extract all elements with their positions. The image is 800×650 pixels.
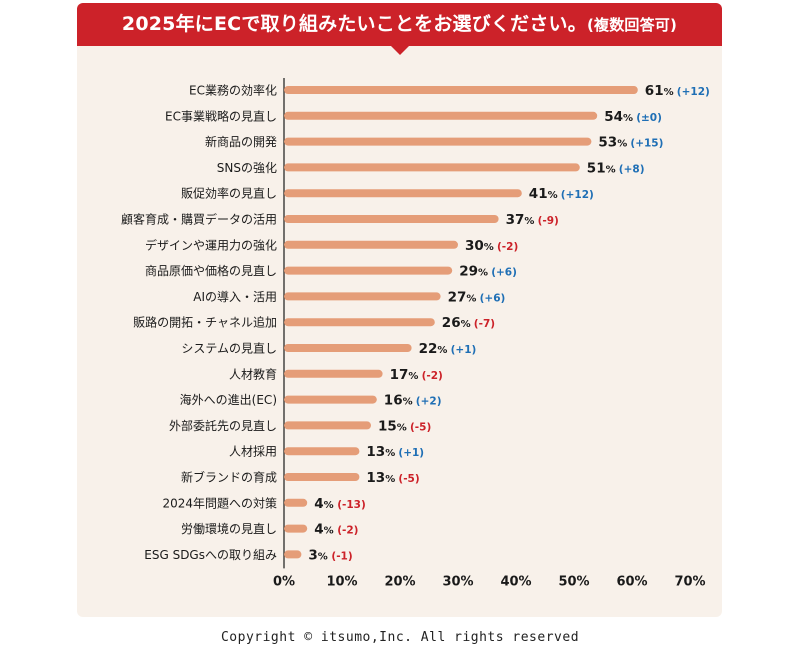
change-label: (-13)	[337, 499, 366, 511]
change-label: (+6)	[491, 267, 517, 279]
bar	[284, 550, 302, 559]
value-label: 37%	[506, 212, 535, 228]
category-label: AIの導入・活用	[193, 290, 277, 304]
banner-pointer	[391, 46, 409, 55]
change-label: (-2)	[337, 525, 358, 537]
change-label: (-2)	[497, 241, 518, 253]
value-label: 26%	[442, 315, 471, 331]
category-label: 販促効率の見直し	[181, 186, 277, 201]
bar	[284, 421, 371, 430]
category-label: 労働環境の見直し	[181, 521, 277, 536]
category-label: デザインや運用力の強化	[145, 237, 277, 252]
change-label: (-5)	[410, 421, 431, 433]
bar	[284, 111, 598, 120]
category-label: 人材採用	[229, 445, 277, 459]
chart-title: 2025年にECで取り組みたいことをお選びください。(複数回答可)	[77, 3, 722, 46]
bar	[284, 189, 522, 198]
value-label: 4%	[314, 496, 333, 512]
change-label: (+15)	[630, 138, 663, 150]
category-label: 販路の開拓・チャネル追加	[133, 315, 277, 330]
category-label: EC業務の効率化	[189, 83, 277, 98]
category-label: 人材教育	[229, 366, 277, 381]
bar	[284, 292, 441, 301]
value-label: 51%	[587, 160, 616, 176]
bar	[284, 395, 377, 404]
category-label: 2024年問題への対策	[162, 496, 277, 510]
title-banner: 2025年にECで取り組みたいことをお選びください。(複数回答可)	[77, 3, 722, 55]
bar	[284, 86, 638, 94]
value-label: 4%	[314, 522, 333, 538]
bar	[284, 524, 308, 533]
value-label: 54%	[604, 109, 633, 125]
change-label: (+6)	[480, 292, 506, 304]
category-label: 外部委託先の見直し	[169, 418, 277, 433]
x-tick-label: 20%	[384, 574, 415, 589]
category-label: EC事業戦略の見直し	[165, 108, 277, 123]
bar	[284, 215, 499, 223]
value-label: 3%	[308, 547, 327, 563]
x-tick-label: 40%	[500, 574, 531, 589]
value-label: 13%	[366, 444, 395, 460]
value-label: 53%	[598, 135, 627, 151]
bar	[284, 498, 308, 507]
change-label: (-7)	[474, 318, 495, 330]
change-label: (-1)	[331, 550, 352, 562]
bar	[284, 369, 383, 378]
bar	[284, 318, 435, 327]
bar	[284, 137, 592, 146]
category-label: 海外への進出(EC)	[180, 392, 277, 407]
category-label: ESG SDGsへの取り組み	[144, 548, 277, 562]
bar	[284, 266, 453, 275]
category-label: 商品原価や価格の見直し	[145, 263, 277, 278]
copyright-footer: Copyright © itsumo,Inc. All rights reser…	[220, 630, 580, 645]
category-label: システムの見直し	[181, 342, 277, 356]
value-label: 41%	[529, 186, 558, 202]
chart-title-note: (複数回答可)	[586, 16, 678, 34]
category-label: 顧客育成・購買データの活用	[121, 212, 277, 227]
value-label: 30%	[465, 238, 494, 254]
x-tick-label: 60%	[616, 574, 647, 589]
category-label: 新ブランドの育成	[181, 470, 277, 485]
value-label: 27%	[448, 289, 477, 305]
value-label: 29%	[459, 264, 488, 280]
bar	[284, 344, 412, 352]
x-tick-label: 30%	[442, 574, 473, 589]
change-label: (+12)	[561, 189, 594, 201]
change-label: (±0)	[636, 112, 662, 124]
change-label: (+8)	[619, 163, 645, 175]
change-label: (-5)	[398, 473, 419, 485]
value-label: 15%	[378, 418, 407, 434]
change-label: (+1)	[398, 447, 424, 459]
value-label: 13%	[366, 470, 395, 486]
x-tick-label: 70%	[674, 574, 705, 589]
x-tick-label: 0%	[273, 574, 295, 589]
chart-card: 2025年にECで取り組みたいことをお選びください。(複数回答可)	[77, 3, 722, 617]
value-label: 22%	[419, 341, 448, 357]
chart-title-text: 2025年にECで取り組みたいことをお選びください。	[121, 13, 587, 35]
change-label: (-2)	[422, 370, 443, 382]
change-label: (+2)	[416, 396, 442, 408]
bar	[284, 447, 360, 456]
category-label: SNSの強化	[217, 161, 277, 175]
x-tick-label: 10%	[326, 574, 357, 589]
value-label: 17%	[390, 367, 419, 383]
value-label: 61%	[645, 83, 674, 99]
value-label: 16%	[384, 393, 413, 409]
x-tick-label: 50%	[558, 574, 589, 589]
change-label: (+1)	[451, 344, 477, 356]
bar	[284, 473, 360, 481]
bar	[284, 240, 458, 249]
change-label: (-9)	[538, 215, 559, 227]
category-label: 新商品の開発	[205, 134, 277, 149]
change-label: (+12)	[677, 86, 710, 98]
bar	[284, 163, 580, 172]
